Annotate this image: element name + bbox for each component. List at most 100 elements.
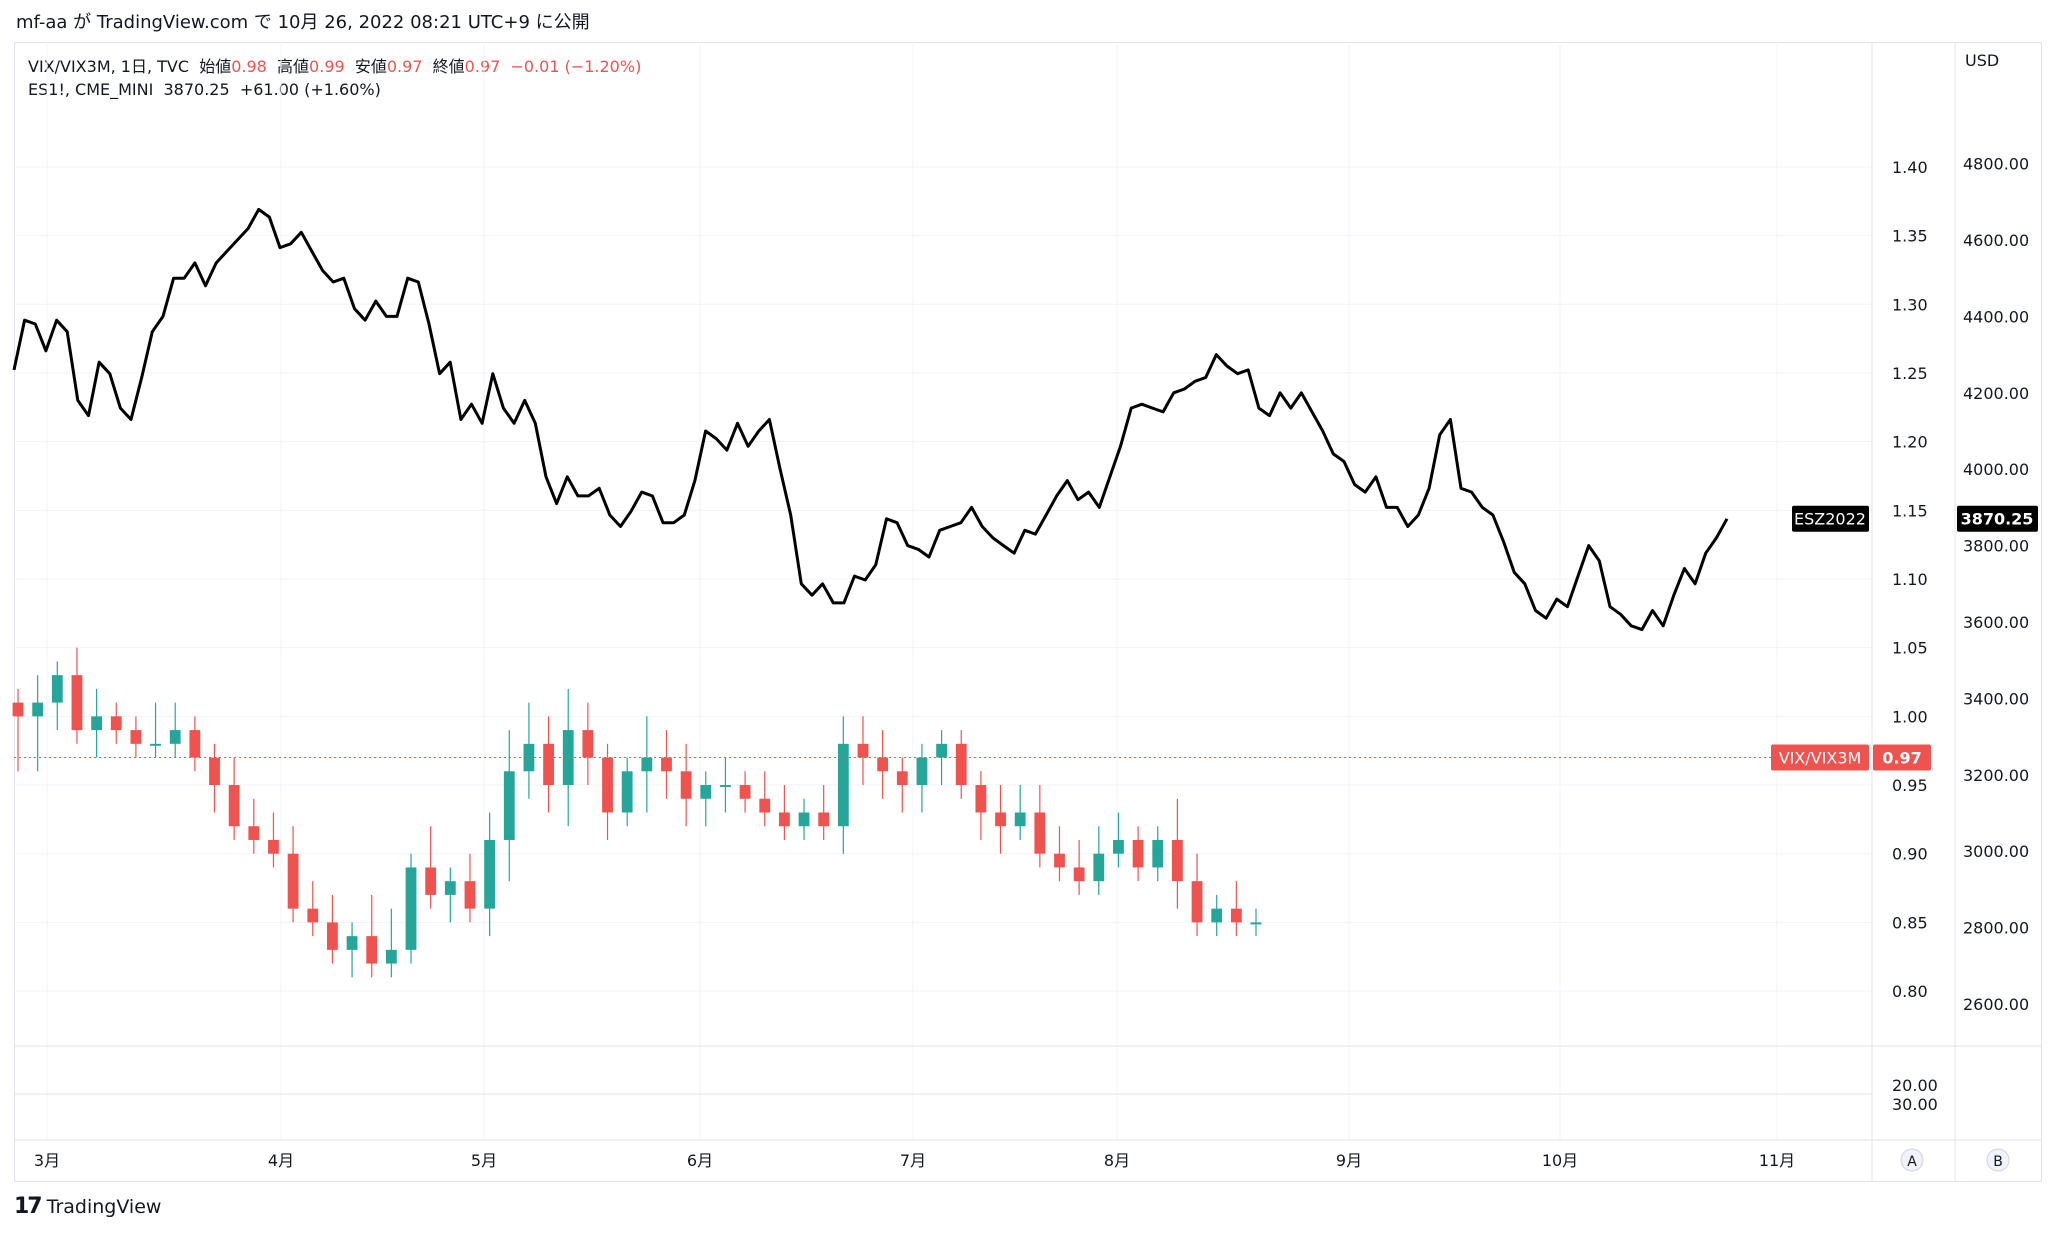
candle-body: [975, 785, 987, 813]
scale-mode-button: [1986, 1148, 2010, 1172]
candle-body: [12, 702, 24, 717]
time-axis-tick-label: 5月: [471, 1151, 497, 1170]
tradingview-logo-icon: 17: [14, 1194, 43, 1219]
candle-body: [1250, 922, 1262, 925]
main-symbol-badge: [1771, 744, 1869, 771]
axis-labels: 1.40 1.35 1.30 1.25 1.20 1.15 1.10 1.05 1.00 0.95…: [34, 51, 2029, 1172]
candle-body: [1113, 839, 1124, 854]
left-axis-tick-label: 0.90: [1892, 845, 1928, 864]
candle-body: [32, 702, 44, 717]
right-axis-tick-label: 2600.00: [1963, 995, 2029, 1014]
candle-body: [1191, 881, 1203, 923]
candle-body: [896, 771, 908, 786]
overlay-series-legend[interactable]: ES1!, CME_MINI 3870.25 +61.00 (+1.60%): [28, 80, 381, 99]
time-axis-tick-label: 8月: [1104, 1151, 1130, 1170]
candle-body: [582, 730, 594, 758]
candle-body: [248, 826, 260, 840]
lower-pane-tick-label: 20.00: [1892, 1076, 1938, 1095]
candle-body: [955, 743, 967, 786]
overlay-symbol-badge-text: ESZ2022: [1794, 510, 1866, 529]
candle-body: [1152, 839, 1164, 868]
candle-body: [798, 812, 810, 827]
publish-line: mf-aa が TradingView.com で 10月 26, 2022 0…: [16, 12, 590, 33]
candle-body: [150, 743, 161, 746]
right-axis-tick-label: 4800.00: [1963, 155, 2029, 174]
candle-body: [503, 771, 515, 840]
time-axis-tick-label: 9月: [1336, 1151, 1362, 1170]
candle-body: [700, 785, 712, 799]
time-axis-tick-label: 11月: [1759, 1151, 1795, 1170]
right-axis-tick-label: 3600.00: [1963, 613, 2029, 632]
main-series-legend[interactable]: VIX/VIX3M, 1日, TVC 始値0.98 高値0.99 安値0.97 …: [28, 53, 641, 77]
candlestick-series: [12, 647, 1262, 978]
right-axis-tick-label: 4000.00: [1963, 460, 2029, 479]
candle-body: [837, 743, 849, 827]
time-axis-tick-label: 6月: [687, 1151, 713, 1170]
left-axis-tick-label: 1.25: [1892, 364, 1928, 383]
candle-body: [543, 743, 554, 786]
left-axis-tick-label: 0.85: [1892, 913, 1928, 932]
overlay-change-value: +61.00 (+1.60%): [239, 80, 381, 99]
legend-high-value: 0.99: [309, 57, 345, 76]
candle-body: [71, 675, 83, 731]
left-axis-tick-label: 0.95: [1892, 776, 1928, 795]
candle-body: [916, 757, 928, 786]
overlay-price-line: [12, 207, 1729, 632]
candle-body: [1211, 908, 1223, 923]
candle-body: [110, 716, 122, 731]
candle-body: [444, 881, 456, 895]
candle-body: [464, 881, 476, 909]
right-axis-tick-label: 3200.00: [1963, 766, 2029, 785]
candle-body: [1171, 839, 1183, 882]
candle-body: [936, 743, 947, 758]
right-axis-tick-label: 4400.00: [1963, 307, 2029, 326]
overlay-price-badge-text: 3870.25: [1961, 510, 2034, 529]
candle-body: [287, 853, 299, 909]
candle-body: [1014, 812, 1026, 827]
left-axis-tick-label: 0.80: [1892, 982, 1928, 1001]
main-symbol-badge-text: VIX/VIX3M: [1779, 749, 1862, 768]
candle-body: [739, 785, 751, 799]
right-axis-tick-label: 3400.00: [1963, 689, 2029, 708]
candle-body: [130, 730, 142, 744]
candle-body: [877, 757, 889, 772]
candle-body: [209, 757, 220, 786]
candle-body: [307, 908, 319, 923]
candle-body: [1132, 839, 1144, 868]
candle-body: [680, 771, 692, 799]
left-axis-tick-label: 1.15: [1892, 501, 1928, 520]
grid: [14, 42, 1872, 1140]
candle-body: [91, 716, 103, 731]
candle-body: [268, 839, 279, 854]
candle-body: [1073, 867, 1085, 882]
right-axis-tick-label: 3000.00: [1963, 842, 2029, 861]
footer-brand-text: TradingView: [46, 1195, 162, 1218]
legend-close-label: 終値: [432, 57, 465, 76]
right-axis-unit-label: USD: [1965, 51, 1999, 70]
candle-body: [425, 867, 437, 895]
candle-body: [1054, 853, 1065, 868]
right-axis-tick-label: 4200.00: [1963, 384, 2029, 403]
footer-brand[interactable]: 17 TradingView: [14, 1194, 161, 1219]
candle-body: [602, 757, 613, 813]
candle-body: [385, 949, 397, 964]
legend-open-value: 0.98: [231, 57, 267, 76]
lower-pane-tick-label: 30.00: [1892, 1095, 1938, 1114]
legend-close-value: 0.97: [464, 57, 501, 76]
candle-body: [327, 922, 338, 950]
candle-body: [621, 771, 633, 813]
legend-open-label: 始値: [199, 57, 232, 76]
candle-body: [51, 675, 63, 703]
left-axis-tick-label: 1.40: [1892, 158, 1928, 177]
main-price-badge-text: 0.97: [1882, 749, 1921, 768]
legend-change-value: −0.01 (−1.20%): [510, 57, 642, 76]
axis-lines: [14, 42, 2042, 1182]
main-price-badge: [1873, 744, 1931, 771]
candle-body: [523, 743, 535, 772]
scale-mode-button: [1900, 1148, 1924, 1172]
candle-body: [366, 936, 378, 964]
legend-low-value: 0.97: [386, 57, 423, 76]
time-axis-tick-label: 4月: [268, 1151, 294, 1170]
left-axis-tick-label: 1.05: [1892, 639, 1928, 658]
